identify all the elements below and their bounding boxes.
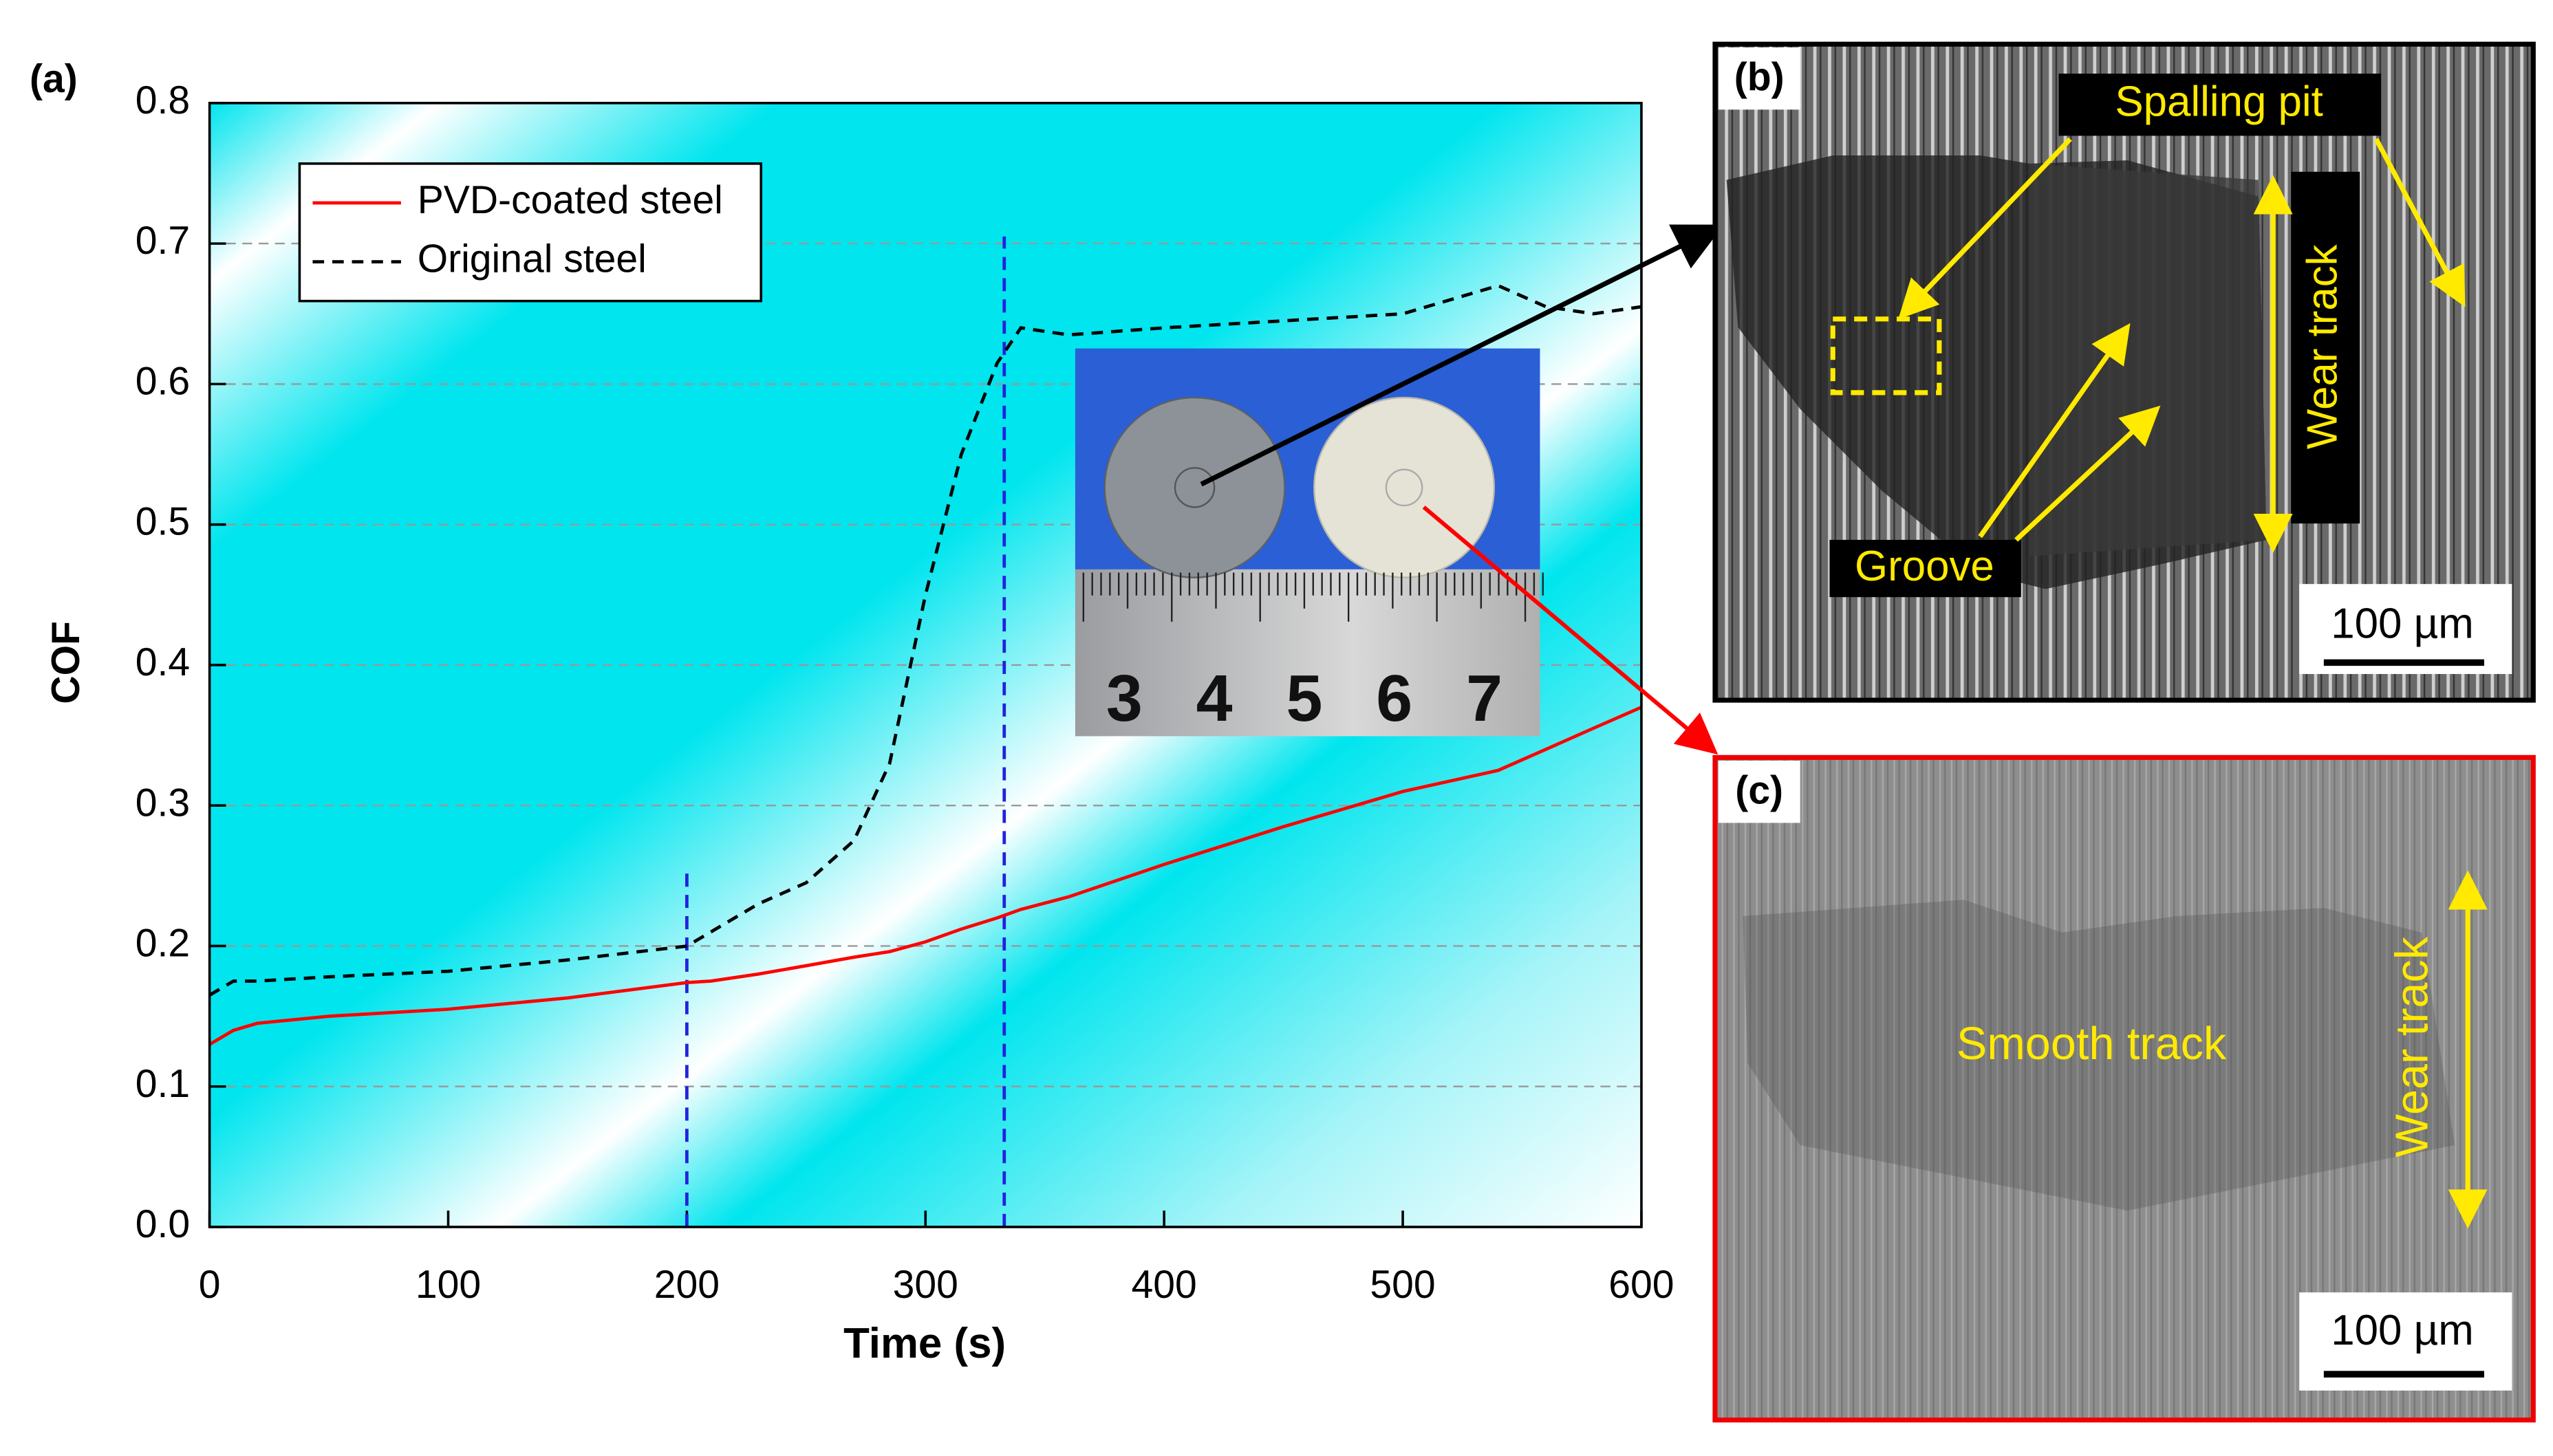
x-tick-label: 300 [893,1263,958,1307]
annotation: Groove [1855,543,1994,590]
y-tick-label: 0.3 [136,781,190,825]
annotation: Smooth track [1957,1019,2227,1069]
panel-b: (b) Spalling pit Groove Wear track 100 µ… [1712,41,2536,703]
legend-box [298,162,763,303]
x-tick-label: 500 [1370,1263,1435,1307]
panel-c: (c) Smooth track Wear track 100 µm [1712,754,2536,1423]
ruler-number: 7 [1466,662,1502,735]
x-tick-label: 100 [416,1263,481,1307]
legend-label: PVD-coated steel [418,178,723,222]
data-line [208,283,1642,997]
ruler-number: 6 [1376,662,1412,735]
annotation: Spalling pit [2115,78,2323,126]
ruler-number: 4 [1196,662,1233,735]
y-tick-label: 0.6 [136,359,190,403]
annotation: Wear track [2387,936,2438,1157]
y-tick-label: 0.5 [136,500,190,544]
connector-arrow [1200,224,1724,487]
x-tick-label: 600 [1608,1263,1674,1307]
legend-label: Original steel [418,237,647,281]
annotation: Wear track [2299,244,2347,449]
x-tick-label: 0 [199,1263,221,1307]
panel-label: (b) [1734,56,1785,100]
x-axis-label: Time (s) [843,1320,1006,1367]
panel-label: (c) [1735,769,1783,813]
panel-label: (a) [30,57,78,101]
y-tick-label: 0.7 [136,219,190,263]
y-tick-label: 0.8 [136,78,190,122]
ruler-number: 5 [1286,662,1322,735]
data-line [208,706,1642,1046]
y-tick-label: 0.0 [136,1202,190,1246]
scale-bar-label: 100 µm [2331,600,2473,647]
plot-frame [208,102,1643,1228]
y-tick-label: 0.4 [136,640,190,684]
y-tick-label: 0.1 [136,1062,190,1106]
y-axis-label: COF [44,621,88,704]
scale-bar-label: 100 µm [2331,1307,2473,1354]
connector-arrow [1422,506,1719,755]
ruler-number: 3 [1106,662,1143,735]
y-tick-label: 0.2 [136,922,190,966]
x-tick-label: 400 [1132,1263,1197,1307]
x-tick-label: 200 [654,1263,720,1307]
